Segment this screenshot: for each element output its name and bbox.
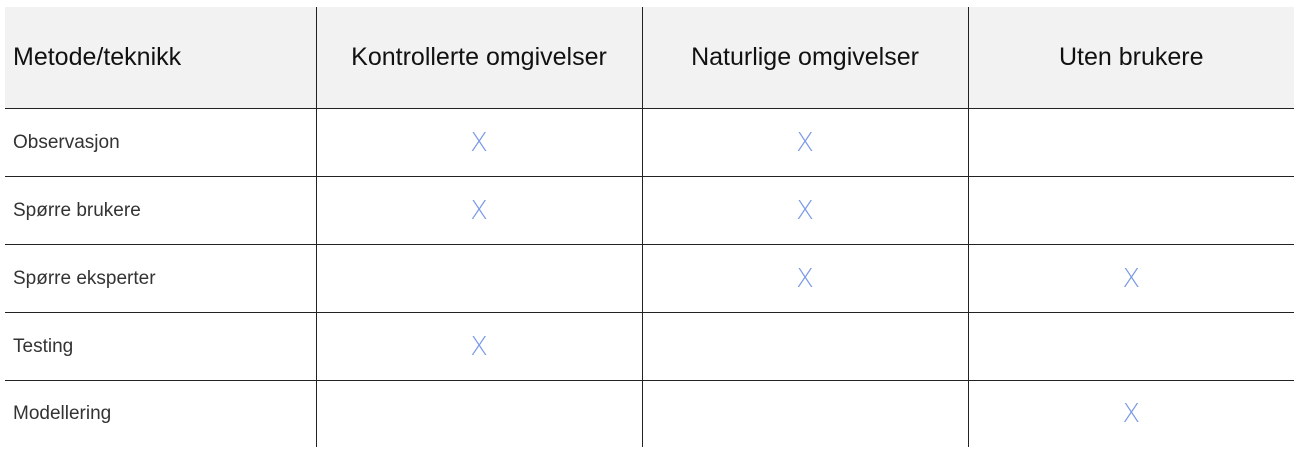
check-mark: X	[796, 127, 814, 158]
row-label: Spørre eksperter	[5, 244, 316, 313]
table-row: Observasjon X X	[5, 108, 1294, 177]
table-cell: X	[641, 244, 968, 313]
table-row: Spørre eksperter X X	[5, 244, 1294, 313]
row-label: Testing	[5, 312, 316, 381]
table-cell: X	[315, 176, 642, 245]
check-mark: X	[470, 195, 488, 226]
table-cell	[967, 108, 1294, 177]
check-mark: X	[796, 263, 814, 294]
header-row: Metode/teknikk Kontrollerte omgivelser N…	[5, 7, 1294, 109]
check-mark: X	[1122, 399, 1141, 429]
methods-table-container: Metode/teknikk Kontrollerte omgivelser N…	[5, 7, 1294, 447]
table-cell: X	[641, 108, 968, 177]
table-cell	[315, 244, 642, 313]
table-cell: X	[967, 380, 1294, 447]
row-label: Observasjon	[5, 108, 316, 177]
check-mark: X	[470, 331, 488, 362]
row-label: Modellering	[13, 403, 112, 424]
table-cell	[641, 312, 968, 381]
table-cell: X	[967, 244, 1294, 313]
header-natural-environment: Naturlige omgivelser	[641, 7, 968, 109]
table-cell	[641, 380, 968, 447]
header-controlled-environment: Kontrollerte omgivelser	[315, 7, 642, 109]
table-cell	[967, 176, 1294, 245]
methods-table: Metode/teknikk Kontrollerte omgivelser N…	[5, 7, 1294, 447]
row-label: Spørre brukere	[5, 176, 316, 245]
table-row: Spørre brukere X X	[5, 176, 1294, 245]
table-cell: X	[641, 176, 968, 245]
table-row: Testing X	[5, 312, 1294, 381]
check-mark: X	[470, 127, 488, 158]
table-cell: X	[315, 312, 642, 381]
check-mark: X	[796, 195, 814, 226]
table-cell	[967, 312, 1294, 381]
check-mark: X	[1122, 263, 1141, 294]
header-method: Metode/teknikk	[5, 7, 316, 109]
table-cell	[315, 380, 642, 447]
header-without-users: Uten brukere	[967, 7, 1294, 109]
table-row: Modellering X	[5, 380, 1294, 447]
table-cell: X	[315, 108, 642, 177]
